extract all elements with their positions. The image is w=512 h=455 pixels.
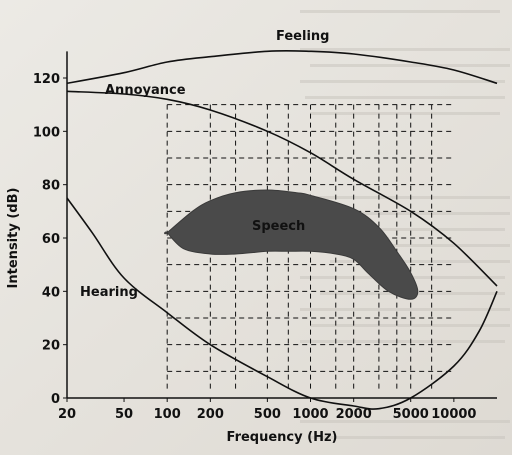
x-tick-label: 200 xyxy=(197,407,224,422)
axes xyxy=(66,51,497,399)
label-speech: Speech xyxy=(252,219,305,234)
y-tick-label: 80 xyxy=(42,179,60,194)
y-tick-label: 100 xyxy=(33,125,60,140)
tick-labels: 20 50 100 200 500 1000 2000 5000 100000204060801… xyxy=(6,72,476,445)
x-tick-label: 100 xyxy=(154,407,181,422)
y-tick-label: 120 xyxy=(33,72,60,87)
curve-annoyance xyxy=(66,90,498,287)
x-tick-label: 10000 xyxy=(431,407,476,422)
x-tick-label: 20 xyxy=(58,407,76,422)
x-axis-label: Frequency (Hz) xyxy=(227,430,338,445)
x-tick-label: 1000 xyxy=(292,407,328,422)
y-tick-label: 20 xyxy=(42,339,60,354)
x-tick-label: 2000 xyxy=(336,407,372,422)
x-tick-label: 5000 xyxy=(393,407,429,422)
x-tick-label: 50 xyxy=(115,407,133,422)
label-hearing: Hearing xyxy=(80,285,138,300)
y-tick-label: 60 xyxy=(42,232,60,247)
curve-feeling xyxy=(66,49,498,85)
y-axis-label: Intensity (dB) xyxy=(6,188,21,289)
x-tick-label: 500 xyxy=(254,407,281,422)
curve-speech xyxy=(164,189,419,300)
y-tick-label: 0 xyxy=(51,392,60,407)
label-feeling: Feeling xyxy=(276,29,329,44)
curve-labels: Feeling Annoyance Speech Hearing xyxy=(80,29,329,300)
label-annoyance: Annoyance xyxy=(105,83,186,98)
y-tick-label: 40 xyxy=(42,285,60,300)
